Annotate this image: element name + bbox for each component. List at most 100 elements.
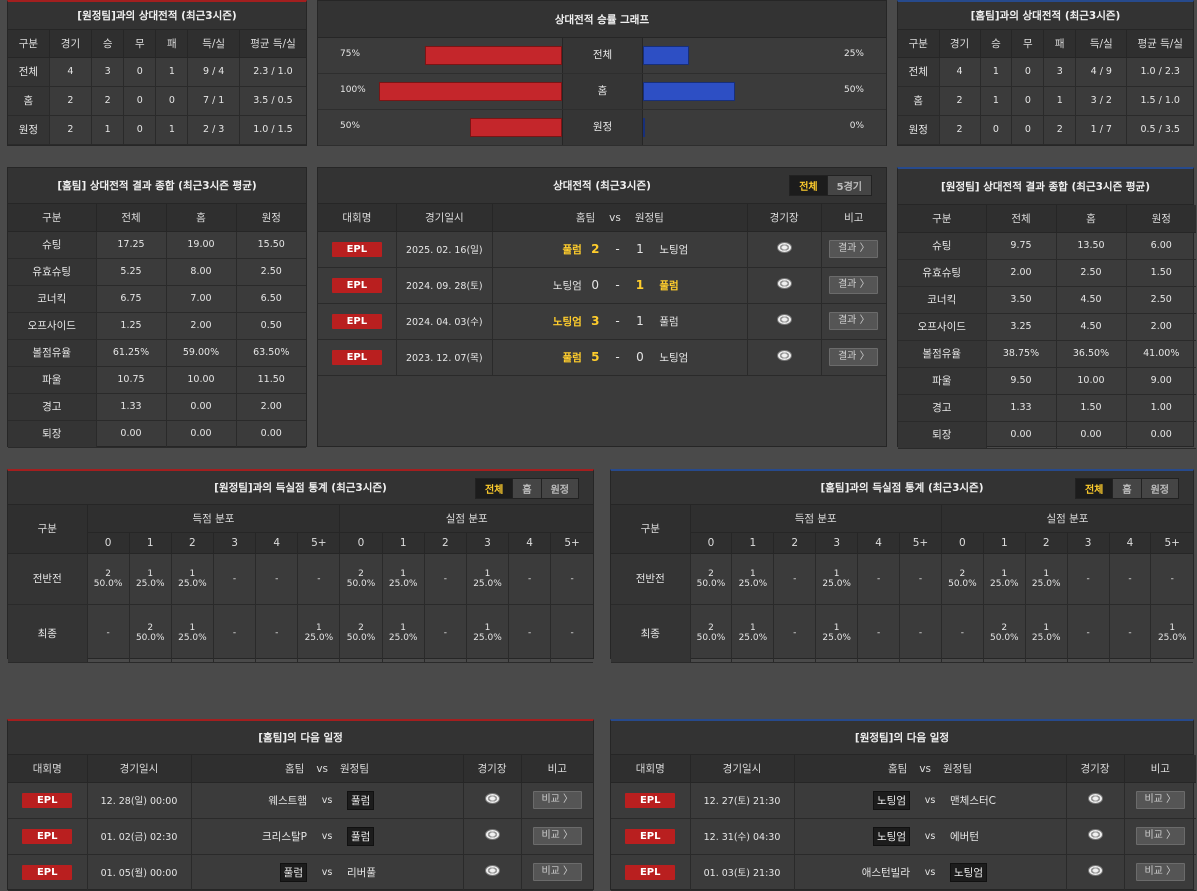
table-row: 코너킥 3.50 4.50 2.50 (898, 286, 1196, 314)
row-label: 홈 (8, 86, 50, 116)
cell-value: 1.00 (1126, 394, 1196, 422)
tab-all[interactable]: 전체 (475, 479, 514, 498)
goals-cell: - (297, 553, 341, 605)
league-badge[interactable]: EPL (625, 792, 676, 808)
column-header: 패 (1043, 30, 1077, 58)
tab-home[interactable]: 홈 (1113, 479, 1142, 498)
away-team[interactable]: 노팅엄 (653, 231, 748, 268)
score-dash: - (608, 339, 627, 376)
compare-button[interactable]: 비교 〉 (1135, 827, 1185, 845)
bucket-header: 0 (87, 532, 130, 554)
goals-cell: - (1109, 604, 1152, 663)
schedule-date: 01. 05(월) 00:00 (87, 854, 192, 891)
league-badge[interactable]: EPL (331, 349, 382, 365)
compare-button[interactable]: 비교 〉 (1135, 863, 1185, 881)
home-summary-panel: [홈팀] 상대전적 결과 종합 (최근3시즌 평균) 구분 전체 홈 원정 슈팅 17.2… (7, 167, 307, 448)
home-team[interactable]: 풀럼 (492, 231, 582, 268)
away-team[interactable]: 에버턴 (950, 830, 979, 843)
goals-pct: 50.0% (135, 633, 165, 643)
stadium-icon[interactable] (1087, 865, 1103, 876)
stadium-icon[interactable] (776, 278, 792, 289)
league-badge[interactable]: EPL (625, 864, 676, 880)
goals-cell: 2 50.0% (941, 553, 984, 605)
stadium-cell (747, 231, 822, 268)
compare-button[interactable]: 비교 〉 (532, 827, 582, 845)
goals-cell: 1 25.0% (171, 553, 214, 605)
away-team[interactable]: 풀럼 (653, 267, 748, 304)
league-badge[interactable]: EPL (22, 828, 73, 844)
compare-button[interactable]: 비교 〉 (532, 863, 582, 881)
league-badge[interactable]: EPL (331, 313, 382, 329)
home-team[interactable]: 노팅엄 (873, 790, 910, 810)
result-button[interactable]: 결과 〉 (829, 240, 879, 258)
compare-button[interactable]: 비교 〉 (532, 791, 582, 809)
league-badge[interactable]: EPL (22, 864, 73, 880)
stadium-icon[interactable] (776, 314, 792, 325)
stadium-icon[interactable] (1087, 829, 1103, 840)
column-header: 경기 (49, 30, 93, 58)
away-team[interactable]: 노팅엄 (950, 862, 987, 882)
home-team[interactable]: 노팅엄 (492, 267, 582, 304)
cell-value: 1.5 / 1.0 (1126, 86, 1193, 116)
result-button[interactable]: 결과 〉 (829, 348, 879, 366)
stadium-icon[interactable] (484, 793, 500, 804)
next-title: [홈팀]의 다음 일정 (8, 721, 593, 755)
home-team[interactable]: 크리스탈P (262, 830, 307, 843)
home-team[interactable]: 노팅엄 (492, 303, 582, 340)
goals-pct: 25.0% (822, 578, 851, 589)
cell-value: 10.75 (96, 366, 167, 394)
goals-pct: 50.0% (93, 578, 123, 589)
tab-all[interactable]: 전체 (1075, 479, 1114, 498)
stadium-icon[interactable] (776, 350, 792, 361)
result-button[interactable]: 결과 〉 (829, 276, 879, 294)
goals-cell: 2 50.0% (339, 604, 383, 663)
league-badge[interactable]: EPL (331, 277, 382, 293)
schedule-date: 01. 02(금) 02:30 (87, 818, 192, 855)
cell-value: 6.00 (1126, 232, 1196, 260)
away-team[interactable]: 노팅엄 (653, 339, 748, 376)
column-header: 전체 (986, 205, 1057, 233)
stadium-icon[interactable] (776, 242, 792, 253)
tab-away[interactable]: 원정 (1141, 479, 1178, 498)
home-team[interactable]: 풀럼 (492, 339, 582, 376)
compare-button[interactable]: 비교 〉 (1135, 791, 1185, 809)
league-badge[interactable]: EPL (22, 792, 73, 808)
cell-value: 1 (1043, 86, 1077, 116)
column-header: 비고 (521, 755, 594, 783)
league-badge[interactable]: EPL (331, 241, 382, 257)
home-team[interactable]: 노팅엄 (873, 826, 910, 846)
home-team[interactable]: 풀럼 (279, 862, 307, 882)
away-team[interactable]: 풀럼 (347, 790, 375, 810)
bucket-header: 0 (941, 532, 984, 554)
stadium-icon[interactable] (484, 865, 500, 876)
tab-home[interactable]: 홈 (513, 479, 542, 498)
scored-header: 득점 분포 (690, 505, 942, 533)
goals-cell: - (1067, 604, 1110, 663)
graph-row-label: 원정 (562, 110, 643, 145)
compare-cell: 비교 〉 (521, 818, 594, 855)
cell-value: 2.00 (236, 393, 306, 421)
stadium-icon[interactable] (484, 829, 500, 840)
stadium-icon[interactable] (1087, 793, 1103, 804)
goals-cell: - (1067, 553, 1110, 605)
tab-5-games[interactable]: 5경기 (827, 176, 871, 195)
result-button[interactable]: 결과 〉 (829, 312, 879, 330)
table-row: 파울 10.75 10.00 11.50 (8, 366, 306, 394)
away-team[interactable]: 맨체스터C (950, 794, 996, 807)
result-cell: 결과 〉 (821, 339, 886, 376)
league-badge[interactable]: EPL (625, 828, 676, 844)
goals-count: - (232, 628, 237, 638)
tab-all[interactable]: 전체 (790, 176, 828, 195)
home-team[interactable]: 웨스트햄 (268, 794, 307, 807)
away-team[interactable]: 풀럼 (653, 303, 748, 340)
home-team[interactable]: 애스턴빌라 (861, 866, 910, 879)
away-team[interactable]: 리버풀 (347, 866, 376, 879)
stadium-cell (463, 782, 522, 819)
cell-value: 10.00 (166, 366, 237, 394)
league-cell: EPL (8, 854, 88, 891)
bucket-header: 3 (213, 532, 257, 554)
away-team[interactable]: 풀럼 (347, 826, 375, 846)
cell-value: 6.50 (236, 285, 306, 313)
league-cell: EPL (318, 339, 397, 376)
tab-away[interactable]: 원정 (541, 479, 578, 498)
